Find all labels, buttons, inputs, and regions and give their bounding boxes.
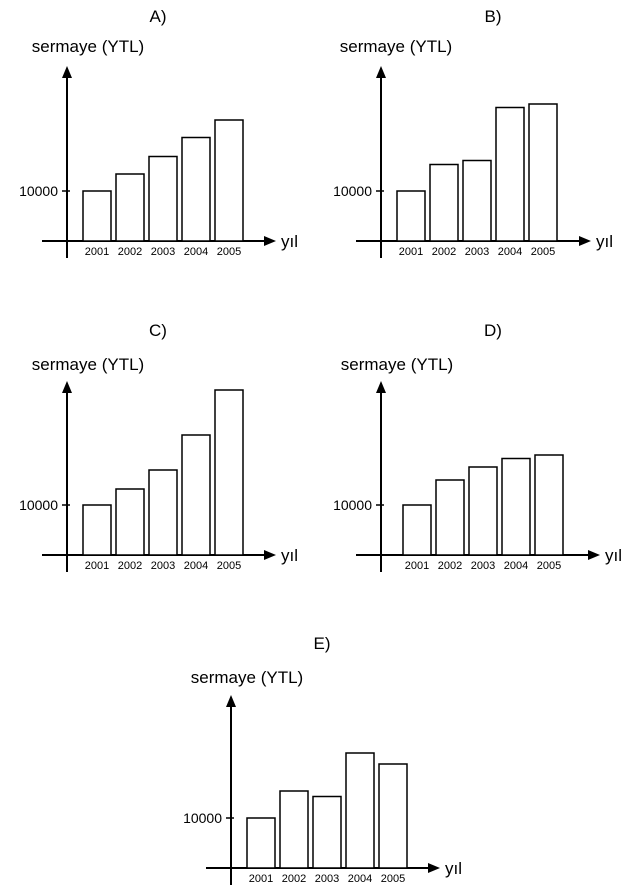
chart-panel-d: D) sermaye (YTL) yıl 10000 2001 2002 2003 2004 2… [333,321,622,572]
bar-2004 [495,106,525,242]
x-tick-label: 2004 [504,560,528,572]
bar-2004 [181,136,211,242]
x-tick-label: 2003 [315,873,339,885]
bar-2001 [246,817,276,869]
bar-2004 [345,752,375,869]
bar-2004 [181,434,211,556]
x-tick-label: 2004 [184,560,208,572]
x-axis-arrow-icon [264,550,276,560]
x-axis-label: yıl [605,546,622,565]
bar-2002 [115,488,145,556]
x-axis-arrow-icon [428,863,440,873]
y-axis-arrow-icon [226,695,236,707]
chart-panel-a: A) sermaye (YTL) yıl 10000 2001 2002 2003 2004 2… [19,7,298,258]
x-axis-arrow-icon [579,236,591,246]
x-tick-label: 2002 [118,560,142,572]
bar-2002 [429,163,459,242]
y-axis-arrow-icon [62,381,72,393]
chart-title: B) [485,7,502,26]
bar-2003 [462,159,492,242]
x-tick-label: 2001 [249,873,273,885]
x-tick-label: 2004 [348,873,372,885]
y-axis-label: sermaye (YTL) [341,355,453,374]
x-tick-label: 2001 [85,246,109,258]
chart-panel-b: B) sermaye (YTL) yıl 10000 2001 2002 2003 2004 2… [333,7,613,258]
bar-2005 [214,389,244,556]
bar-2001 [402,504,432,556]
bar-2005 [528,103,558,242]
x-tick-label: 2003 [465,246,489,258]
y-tick-label: 10000 [183,810,222,826]
y-tick-label: 10000 [333,497,372,513]
bar-2002 [279,790,309,869]
x-axis-arrow-icon [588,550,600,560]
y-axis-label: sermaye (YTL) [32,37,144,56]
x-tick-label: 2001 [85,560,109,572]
x-tick-label: 2001 [399,246,423,258]
bar-2005 [534,454,564,556]
x-tick-label: 2002 [118,246,142,258]
x-tick-label: 2004 [498,246,522,258]
y-axis-arrow-icon [376,66,386,78]
chart-title: C) [149,321,167,340]
bar-2001 [82,190,112,242]
bar-2005 [378,763,408,869]
chart-panel-c: C) sermaye (YTL) yıl 10000 2001 2002 2003 2004 2… [19,321,298,572]
bar-2001 [396,190,426,242]
x-tick-label: 2001 [405,560,429,572]
x-tick-label: 2004 [184,246,208,258]
y-axis-label: sermaye (YTL) [191,668,303,687]
x-tick-label: 2005 [217,560,241,572]
chart-panel-e: E) sermaye (YTL) yıl 10000 2001 2002 2003 2004 2… [183,634,462,885]
x-axis-arrow-icon [264,236,276,246]
x-axis-label: yıl [281,546,298,565]
chart-title: E) [314,634,331,653]
bar-2004 [501,457,531,556]
bar-2001 [82,504,112,556]
x-axis-label: yıl [281,232,298,251]
bar-2003 [148,469,178,556]
x-tick-label: 2005 [537,560,561,572]
bar-2002 [435,479,465,556]
x-tick-label: 2003 [151,560,175,572]
x-tick-label: 2002 [432,246,456,258]
y-tick-label: 10000 [333,183,372,199]
chart-title: A) [150,7,167,26]
y-axis-arrow-icon [62,66,72,78]
y-tick-label: 10000 [19,497,58,513]
bar-2003 [468,466,498,556]
x-tick-label: 2002 [282,873,306,885]
chart-title: D) [484,321,502,340]
bar-2003 [148,155,178,242]
x-tick-label: 2003 [151,246,175,258]
x-tick-label: 2005 [217,246,241,258]
x-tick-label: 2002 [438,560,462,572]
x-tick-label: 2003 [471,560,495,572]
y-axis-label: sermaye (YTL) [32,355,144,374]
x-tick-label: 2005 [381,873,405,885]
x-axis-label: yıl [596,232,613,251]
y-axis-arrow-icon [376,381,386,393]
y-tick-label: 10000 [19,183,58,199]
y-axis-label: sermaye (YTL) [340,37,452,56]
bar-2005 [214,119,244,242]
x-tick-label: 2005 [531,246,555,258]
bar-2002 [115,173,145,242]
bar-2003 [312,795,342,869]
x-axis-label: yıl [445,859,462,878]
